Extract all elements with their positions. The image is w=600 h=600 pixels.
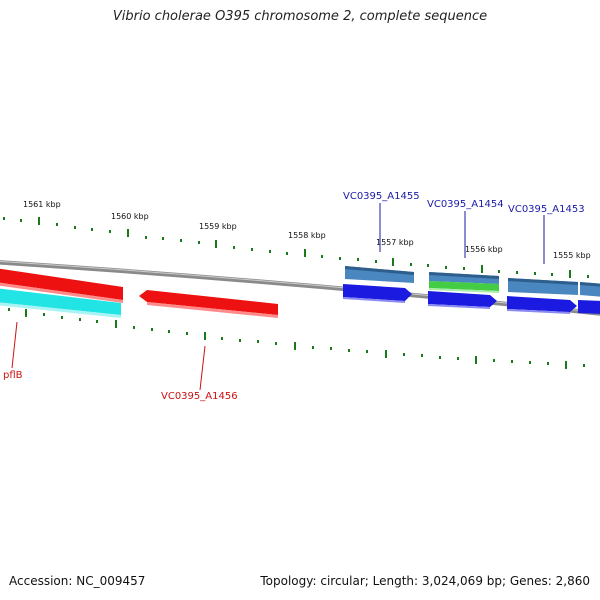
gene-feature-steel-top	[508, 278, 578, 285]
gene-feature-green-shadow	[429, 288, 499, 293]
accession-text: Accession: NC_009457	[9, 574, 146, 588]
forward-strand-features	[0, 266, 600, 303]
gene-feature-steel-top	[345, 266, 414, 275]
gene-feature-blue[interactable]	[428, 291, 497, 307]
gene-label[interactable]: VC0395_A1454	[427, 199, 504, 210]
tick-label: 1557 kbp	[376, 238, 414, 247]
gene-feature-red-shadow	[0, 282, 123, 303]
gene-label[interactable]: VC0395_A1455	[343, 191, 420, 202]
tick-label: 1556 kbp	[465, 245, 503, 254]
leader-line	[199, 345, 206, 391]
gene-feature-steel-top	[429, 272, 499, 279]
inner-ticks	[8, 308, 585, 369]
tick-label: 1558 kbp	[288, 231, 326, 240]
tick-labels: 1561 kbp 1560 kbp 1559 kbp 1558 kbp 1557…	[23, 200, 591, 260]
gene-feature-steel-top	[580, 282, 600, 287]
gene-labels: pflB VC0395_A1456 VC0395_A1455 VC0395_A1…	[3, 191, 585, 402]
label-leaders	[11, 203, 545, 391]
tick-label: 1560 kbp	[111, 212, 149, 221]
gene-feature-red[interactable]	[0, 268, 123, 300]
sequence-summary: Topology: circular; Length: 3,024,069 bp…	[260, 574, 590, 588]
gene-feature-green[interactable]	[429, 281, 499, 291]
outer-ticks	[3, 217, 589, 278]
gene-feature-cyan-shadow	[0, 302, 121, 318]
gene-feature-blue[interactable]	[578, 300, 600, 314]
tick-label: 1559 kbp	[199, 222, 237, 231]
gene-feature-blue[interactable]	[507, 296, 577, 312]
gene-feature-cyan[interactable]	[0, 288, 121, 315]
tick-label: 1561 kbp	[23, 200, 61, 209]
gene-feature-blue-shadow	[428, 304, 490, 309]
gene-feature-blue-shadow	[507, 309, 570, 314]
map-title: Vibrio cholerae O395 chromosome 2, compl…	[112, 9, 488, 24]
tick-label: 1555 kbp	[553, 251, 591, 260]
gene-label[interactable]: pflB	[3, 370, 23, 381]
leader-line	[11, 321, 18, 369]
gene-feature-blue-shadow	[343, 297, 405, 303]
gene-label[interactable]: VC0395_A1456	[161, 391, 238, 402]
gene-feature-blue[interactable]	[343, 284, 412, 301]
gene-feature-red[interactable]	[139, 290, 278, 315]
reverse-strand-features	[0, 284, 600, 318]
gene-feature-red-shadow	[147, 302, 278, 318]
gene-label[interactable]: VC0395_A1453	[508, 204, 585, 215]
